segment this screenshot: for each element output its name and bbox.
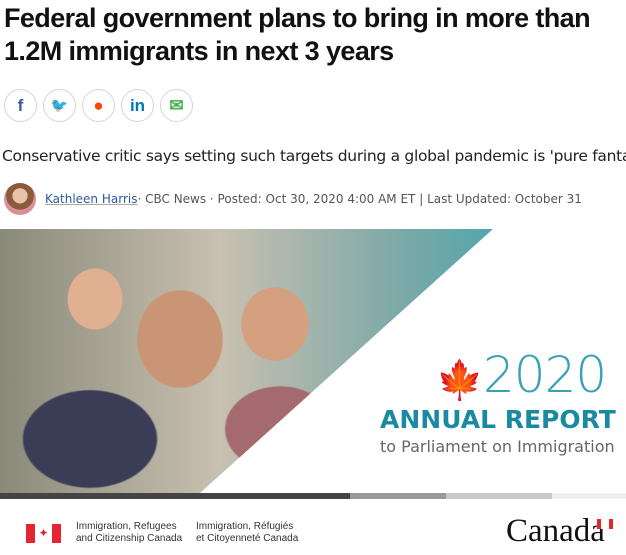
share-facebook-button[interactable]: f	[4, 89, 37, 122]
report-year: 2020	[483, 346, 607, 404]
dept-fr-line1: Immigration, Réfugiés	[196, 521, 294, 532]
facebook-icon: f	[17, 95, 24, 115]
dept-en-line1: Immigration, Refugees	[76, 521, 177, 532]
decorative-bars	[0, 493, 626, 499]
department-name-en: Immigration, Refugees and Citizenship Ca…	[76, 521, 182, 545]
article-headline: Federal government plans to bring in mor…	[4, 3, 591, 66]
report-cover-text: 🍁 2020 ANNUAL REPORT to Parliament on Im…	[0, 229, 626, 493]
maple-leaf-icon: 🍁	[436, 358, 484, 402]
dept-en-line2: and Citizenship Canada	[76, 533, 183, 544]
reddit-icon: ●	[93, 95, 104, 115]
article-deck: Conservative critic says setting such ta…	[2, 147, 626, 165]
twitter-icon: 🐦	[50, 97, 69, 113]
canada-wordmark: Canada	[506, 513, 605, 549]
share-bar: f 🐦 ● in ✉	[4, 89, 193, 122]
report-subtitle: to Parliament on Immigration	[380, 437, 615, 456]
department-name-fr: Immigration, Réfugiés et Citoyenneté Can…	[196, 521, 298, 545]
share-reddit-button[interactable]: ●	[82, 89, 115, 122]
wordmark-flag-icon	[597, 519, 613, 529]
share-email-button[interactable]: ✉	[160, 89, 193, 122]
report-footer: ✦ Immigration, Refugees and Citizenship …	[0, 505, 626, 555]
author-link[interactable]: Kathleen Harris	[45, 192, 138, 206]
byline: Kathleen Harris · CBC News · Posted: Oct…	[4, 183, 582, 215]
canada-flag-icon: ✦	[26, 524, 61, 543]
byline-meta: · CBC News · Posted: Oct 30, 2020 4:00 A…	[137, 192, 582, 206]
linkedin-icon: in	[129, 95, 146, 115]
report-title: ANNUAL REPORT	[380, 405, 616, 434]
share-linkedin-button[interactable]: in	[121, 89, 154, 122]
article-hero-image: 🍁 2020 ANNUAL REPORT to Parliament on Im…	[0, 229, 626, 493]
share-twitter-button[interactable]: 🐦	[43, 89, 76, 122]
dept-fr-line2: et Citoyenneté Canada	[196, 533, 299, 544]
email-icon: ✉	[169, 95, 184, 115]
author-avatar	[4, 183, 36, 215]
